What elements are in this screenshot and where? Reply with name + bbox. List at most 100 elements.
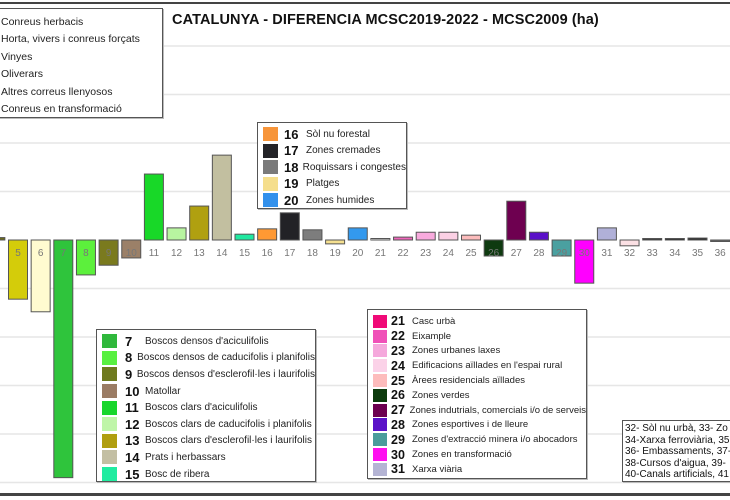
legend-item: 21 Casc urbà: [373, 314, 586, 329]
bar-14: [211, 154, 232, 241]
legend-number: 8: [125, 350, 133, 366]
x-tick-label: 18: [307, 248, 319, 259]
legend-label: Boscos clars d'esclerofil·les i laurifol…: [145, 435, 312, 447]
legend-swatch: [102, 467, 117, 481]
x-tick-label: 28: [533, 248, 545, 259]
x-tick-label: 6: [38, 248, 44, 259]
legend-item: 16 Sòl nu forestal: [263, 126, 406, 143]
legend-item: 24 Edificacions aïllades en l'espai rural: [373, 358, 586, 373]
x-tick-label: 24: [443, 248, 455, 259]
legend-number: 17: [284, 143, 299, 159]
legend-item: Vinyes: [0, 48, 162, 66]
x-tick-label: 17: [284, 248, 296, 259]
legend-label: Vinyes: [1, 50, 33, 63]
bar-21: [370, 238, 391, 241]
legend-item: 11 Boscos clars d'aciculifolis: [102, 399, 315, 416]
legend-item: Conreus herbacis: [0, 13, 162, 31]
legend-item: 22 Eixample: [373, 329, 586, 344]
legend-swatch: [102, 450, 117, 465]
legend-number: 25: [391, 373, 405, 388]
legend-item: 12 Boscos clars de caducifolis i planifol…: [102, 416, 315, 433]
bar-11: [143, 173, 164, 241]
bar-27: [506, 200, 527, 241]
legend-label: Xarxa viària: [412, 463, 463, 475]
bar-23: [415, 231, 436, 241]
x-tick-label: 10: [126, 248, 138, 259]
legend-label: Conreus herbacis: [1, 15, 84, 28]
legend-swatch: [373, 418, 387, 432]
legend-swatch: [373, 374, 387, 388]
legend-label: Zones indutrials, comercials i/o de serv…: [409, 404, 586, 416]
legend-label: Conreus en transformació: [1, 103, 122, 116]
legend-swatch: [102, 417, 117, 432]
bar-5: [8, 239, 28, 300]
legend-label: Zones urbanes laxes: [412, 345, 501, 357]
x-tick-label: 33: [647, 248, 659, 259]
legend-number: 15: [125, 466, 140, 482]
legend-swatch: [102, 384, 117, 399]
bar-17: [279, 212, 300, 241]
x-tick-label: 14: [216, 248, 228, 259]
legend-item: 23 Zones urbanes laxes: [373, 344, 586, 359]
legend-item: 7 Boscos densos d'aciculifolis: [102, 333, 315, 350]
legend-swatch: [373, 462, 387, 476]
x-tick-label: 21: [375, 248, 387, 259]
legend-label: Bosc de ribera: [145, 468, 210, 480]
x-tick-label: 29: [556, 248, 568, 259]
legend-note-line: 38-Cursos d'aigua, 39-: [625, 457, 726, 469]
legend-item: 30 Zones en transformació: [373, 447, 586, 462]
legend-note-line: 32- Sòl nu urbà, 33- Zo: [625, 423, 728, 434]
x-tick-label: 26: [488, 248, 500, 259]
legend-label: Matollar: [145, 385, 181, 397]
legend-note-line: 36- Embassaments, 37-: [625, 446, 730, 458]
legend-label: Edificacions aïllades en l'espai rural: [412, 360, 563, 372]
legend-label: Boscos densos d'aciculifolis: [145, 335, 269, 347]
legend-label: Oliverars: [1, 68, 44, 81]
legend-label: Boscos densos d'esclerofil·les i laurifo…: [136, 368, 315, 380]
legend-number: 10: [125, 383, 140, 399]
legend-note-line: 40-Canals artificials, 41: [625, 469, 729, 481]
bar-4: [0, 237, 6, 241]
legend-swatch: [263, 176, 278, 191]
bar-30: [574, 239, 595, 284]
bar-35: [687, 237, 708, 241]
legend-note-line: 34-Xarxa ferroviària, 35: [625, 434, 730, 446]
legend-label: Boscos clars d'aciculifolis: [145, 402, 258, 414]
legend-number: 12: [125, 416, 140, 432]
legend-number: 18: [284, 159, 299, 175]
legend-label: Zones humides: [306, 194, 375, 206]
bar-16: [257, 228, 278, 241]
bar-36: [710, 239, 730, 242]
bar-8: [75, 239, 96, 276]
legend-number: 22: [391, 329, 405, 344]
bar-24: [438, 231, 459, 241]
legend-swatch: [373, 314, 387, 328]
legend-item: 25 Àrees residencials aïllades: [373, 373, 586, 388]
legend-item: Oliverars: [0, 66, 162, 84]
bar-6: [30, 239, 51, 313]
x-tick-label: 16: [262, 248, 274, 259]
legend-number: 30: [391, 447, 405, 462]
legend-swatch: [373, 448, 387, 462]
x-tick-label: 25: [465, 248, 477, 259]
x-tick-label: 35: [692, 248, 704, 259]
legend-label: Zones d'extracció minera i/o abocadors: [412, 434, 578, 446]
legend-swatch: [102, 400, 117, 415]
legend-notes-32-41: 32- Sòl nu urbà, 33- Zo 34-Xarxa ferrovià…: [622, 420, 730, 482]
window-top-border: [0, 2, 730, 4]
legend-item: 20 Zones humides: [263, 192, 406, 209]
legend-item: 18 Roquissars i congestes: [263, 159, 406, 176]
legend-item: 27 Zones indutrials, comercials i/o de se…: [373, 403, 586, 418]
x-tick-label: 22: [397, 248, 409, 259]
legend-swatch: [373, 329, 387, 343]
x-tick-label: 23: [420, 248, 432, 259]
legend-item: 9 Boscos densos d'esclerofil·les i laurif…: [102, 366, 315, 383]
x-tick-label: 15: [239, 248, 251, 259]
legend-number: 13: [125, 433, 140, 449]
legend-item: 13 Boscos clars d'esclerofil·les i laurif…: [102, 433, 315, 450]
x-tick-label: 31: [601, 248, 613, 259]
x-tick-label: 34: [669, 248, 681, 259]
legend-number: 16: [284, 126, 299, 142]
x-tick-label: 11: [149, 248, 160, 259]
